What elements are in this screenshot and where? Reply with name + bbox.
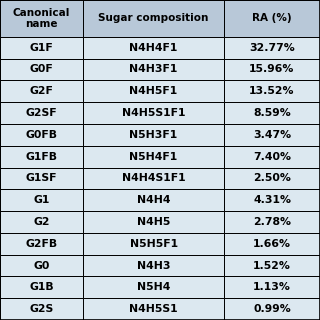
Text: N4H3F1: N4H3F1 <box>129 64 178 75</box>
Bar <box>224 59 320 80</box>
Bar <box>83 59 224 80</box>
Text: 8.59%: 8.59% <box>253 108 291 118</box>
Bar <box>83 255 224 276</box>
Bar <box>0 80 83 102</box>
Bar <box>224 146 320 167</box>
Text: N5H4: N5H4 <box>137 282 170 292</box>
Text: N4H5S1F1: N4H5S1F1 <box>122 108 185 118</box>
Text: 4.31%: 4.31% <box>253 195 291 205</box>
Text: RA (%): RA (%) <box>252 13 292 23</box>
Text: N4H4F1: N4H4F1 <box>129 43 178 53</box>
Bar <box>224 233 320 255</box>
Bar <box>224 167 320 189</box>
Bar <box>83 167 224 189</box>
Text: N5H3F1: N5H3F1 <box>130 130 178 140</box>
Text: N4H5S1: N4H5S1 <box>129 304 178 314</box>
Bar <box>0 102 83 124</box>
Text: G1: G1 <box>33 195 50 205</box>
Text: N5H5F1: N5H5F1 <box>130 239 178 249</box>
Bar <box>224 255 320 276</box>
Bar <box>224 276 320 298</box>
Text: G1SF: G1SF <box>26 173 57 183</box>
Bar <box>0 276 83 298</box>
Text: Canonical
name: Canonical name <box>13 8 70 29</box>
Bar <box>224 37 320 59</box>
Bar <box>0 211 83 233</box>
Bar <box>0 146 83 167</box>
Bar <box>0 255 83 276</box>
Text: N4H5: N4H5 <box>137 217 170 227</box>
Text: G1B: G1B <box>29 282 54 292</box>
Bar <box>0 124 83 146</box>
Text: 1.52%: 1.52% <box>253 260 291 270</box>
Bar <box>83 276 224 298</box>
Bar <box>83 102 224 124</box>
Bar <box>0 298 83 320</box>
Bar <box>0 189 83 211</box>
Text: N4H5F1: N4H5F1 <box>130 86 178 96</box>
Text: 2.78%: 2.78% <box>253 217 291 227</box>
Bar <box>224 298 320 320</box>
Text: G0: G0 <box>33 260 50 270</box>
Bar <box>83 37 224 59</box>
Text: G2: G2 <box>33 217 50 227</box>
Text: N4H4S1F1: N4H4S1F1 <box>122 173 185 183</box>
Text: Sugar composition: Sugar composition <box>99 13 209 23</box>
Text: 1.13%: 1.13% <box>253 282 291 292</box>
Text: 3.47%: 3.47% <box>253 130 291 140</box>
Text: G2FB: G2FB <box>26 239 58 249</box>
Bar <box>0 37 83 59</box>
Bar <box>83 233 224 255</box>
Text: G2F: G2F <box>30 86 53 96</box>
Text: G0F: G0F <box>30 64 53 75</box>
Bar <box>224 124 320 146</box>
Text: N4H4: N4H4 <box>137 195 170 205</box>
Bar <box>224 0 320 37</box>
Bar <box>224 80 320 102</box>
Text: 15.96%: 15.96% <box>249 64 295 75</box>
Bar <box>224 189 320 211</box>
Text: 0.99%: 0.99% <box>253 304 291 314</box>
Text: G2SF: G2SF <box>26 108 57 118</box>
Bar <box>0 233 83 255</box>
Text: G2S: G2S <box>29 304 54 314</box>
Bar <box>0 59 83 80</box>
Text: G1F: G1F <box>30 43 53 53</box>
Bar <box>83 211 224 233</box>
Bar <box>83 189 224 211</box>
Bar <box>83 124 224 146</box>
Text: 7.40%: 7.40% <box>253 152 291 162</box>
Bar <box>83 146 224 167</box>
Text: 2.50%: 2.50% <box>253 173 291 183</box>
Text: 32.77%: 32.77% <box>249 43 295 53</box>
Text: 13.52%: 13.52% <box>249 86 295 96</box>
Bar <box>0 167 83 189</box>
Bar <box>224 211 320 233</box>
Bar <box>83 80 224 102</box>
Text: 1.66%: 1.66% <box>253 239 291 249</box>
Bar <box>83 298 224 320</box>
Bar <box>224 102 320 124</box>
Text: N5H4F1: N5H4F1 <box>130 152 178 162</box>
Text: G1FB: G1FB <box>26 152 58 162</box>
Bar <box>0 0 83 37</box>
Bar <box>83 0 224 37</box>
Text: G0FB: G0FB <box>26 130 58 140</box>
Text: N4H3: N4H3 <box>137 260 170 270</box>
